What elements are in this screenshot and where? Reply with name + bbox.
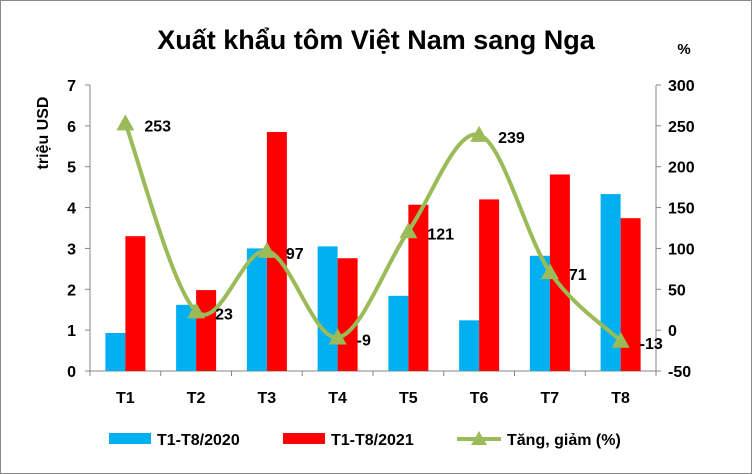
y2-tick-label: 150 <box>668 201 695 218</box>
bar-2021 <box>266 131 287 371</box>
y-tick-label: 4 <box>67 201 76 218</box>
y-tick-label: 5 <box>67 160 76 177</box>
y-tick-label: 0 <box>67 364 76 381</box>
change-data-label: -9 <box>357 332 371 349</box>
bar-2020 <box>529 255 550 371</box>
y-tick-label: 3 <box>67 241 76 258</box>
bar-2020 <box>317 246 338 371</box>
y-tick-label: 6 <box>67 119 76 136</box>
change-marker <box>116 114 135 131</box>
bar-2021 <box>196 290 217 371</box>
change-data-label: 71 <box>569 267 587 284</box>
bar-2020 <box>176 304 197 371</box>
x-tick-label: T6 <box>470 390 489 407</box>
y-tick-label: 7 <box>67 78 76 95</box>
legend-label-2020: T1-T8/2020 <box>157 432 240 449</box>
change-marker <box>611 331 630 348</box>
bar-2021 <box>549 174 570 371</box>
x-tick-label: T2 <box>187 390 206 407</box>
bar-2021 <box>408 204 429 371</box>
y2-tick-label: 200 <box>668 160 695 177</box>
change-data-label: 23 <box>215 306 233 323</box>
change-data-label: 121 <box>427 226 454 243</box>
y-tick-label: 2 <box>67 282 76 299</box>
y2-axis-label: % <box>677 41 690 58</box>
change-marker <box>257 241 276 258</box>
x-tick-label: T3 <box>258 390 277 407</box>
bar-2021 <box>337 258 358 371</box>
y2-tick-label: 50 <box>668 282 686 299</box>
y2-tick-label: 300 <box>668 78 695 95</box>
change-data-label: 239 <box>498 130 525 147</box>
y-tick-label: 1 <box>67 323 76 340</box>
y2-tick-label: -50 <box>668 364 691 381</box>
x-tick-label: T5 <box>399 390 418 407</box>
y-axis-label: triệu USD <box>35 97 52 170</box>
legend-label-2021: T1-T8/2021 <box>331 432 414 449</box>
change-marker <box>399 222 418 239</box>
legend: T1-T8/2020 T1-T8/2021 Tăng, giảm (%) <box>109 431 621 449</box>
bar-2021 <box>125 236 146 371</box>
bar-2021 <box>620 218 641 371</box>
change-marker <box>328 328 347 345</box>
legend-swatch-2020 <box>109 433 151 444</box>
legend-swatch-2021 <box>283 433 325 444</box>
y2-tick-label: 100 <box>668 241 695 258</box>
legend-label-change: Tăng, giảm (%) <box>507 432 621 449</box>
change-data-label: 253 <box>144 118 171 135</box>
chart-title: Xuất khẩu tôm Việt Nam sang Nga <box>157 25 596 55</box>
change-marker <box>187 302 206 319</box>
legend-swatch-marker <box>471 431 487 445</box>
x-tick-label: T8 <box>611 390 630 407</box>
x-tick-label: T4 <box>328 390 347 407</box>
change-marker <box>470 125 489 142</box>
bar-2020 <box>459 320 480 371</box>
bar-2020 <box>105 333 126 371</box>
bar-2021 <box>479 199 500 371</box>
bar-2020 <box>246 248 267 371</box>
change-data-label: 97 <box>286 246 304 263</box>
x-tick-label: T7 <box>541 390 560 407</box>
x-tick-label: T1 <box>116 390 135 407</box>
y2-tick-label: 250 <box>668 119 695 136</box>
change-marker <box>540 263 559 280</box>
change-data-label: -13 <box>640 336 663 353</box>
y2-tick-label: 0 <box>668 323 677 340</box>
bar-2020 <box>388 295 409 371</box>
